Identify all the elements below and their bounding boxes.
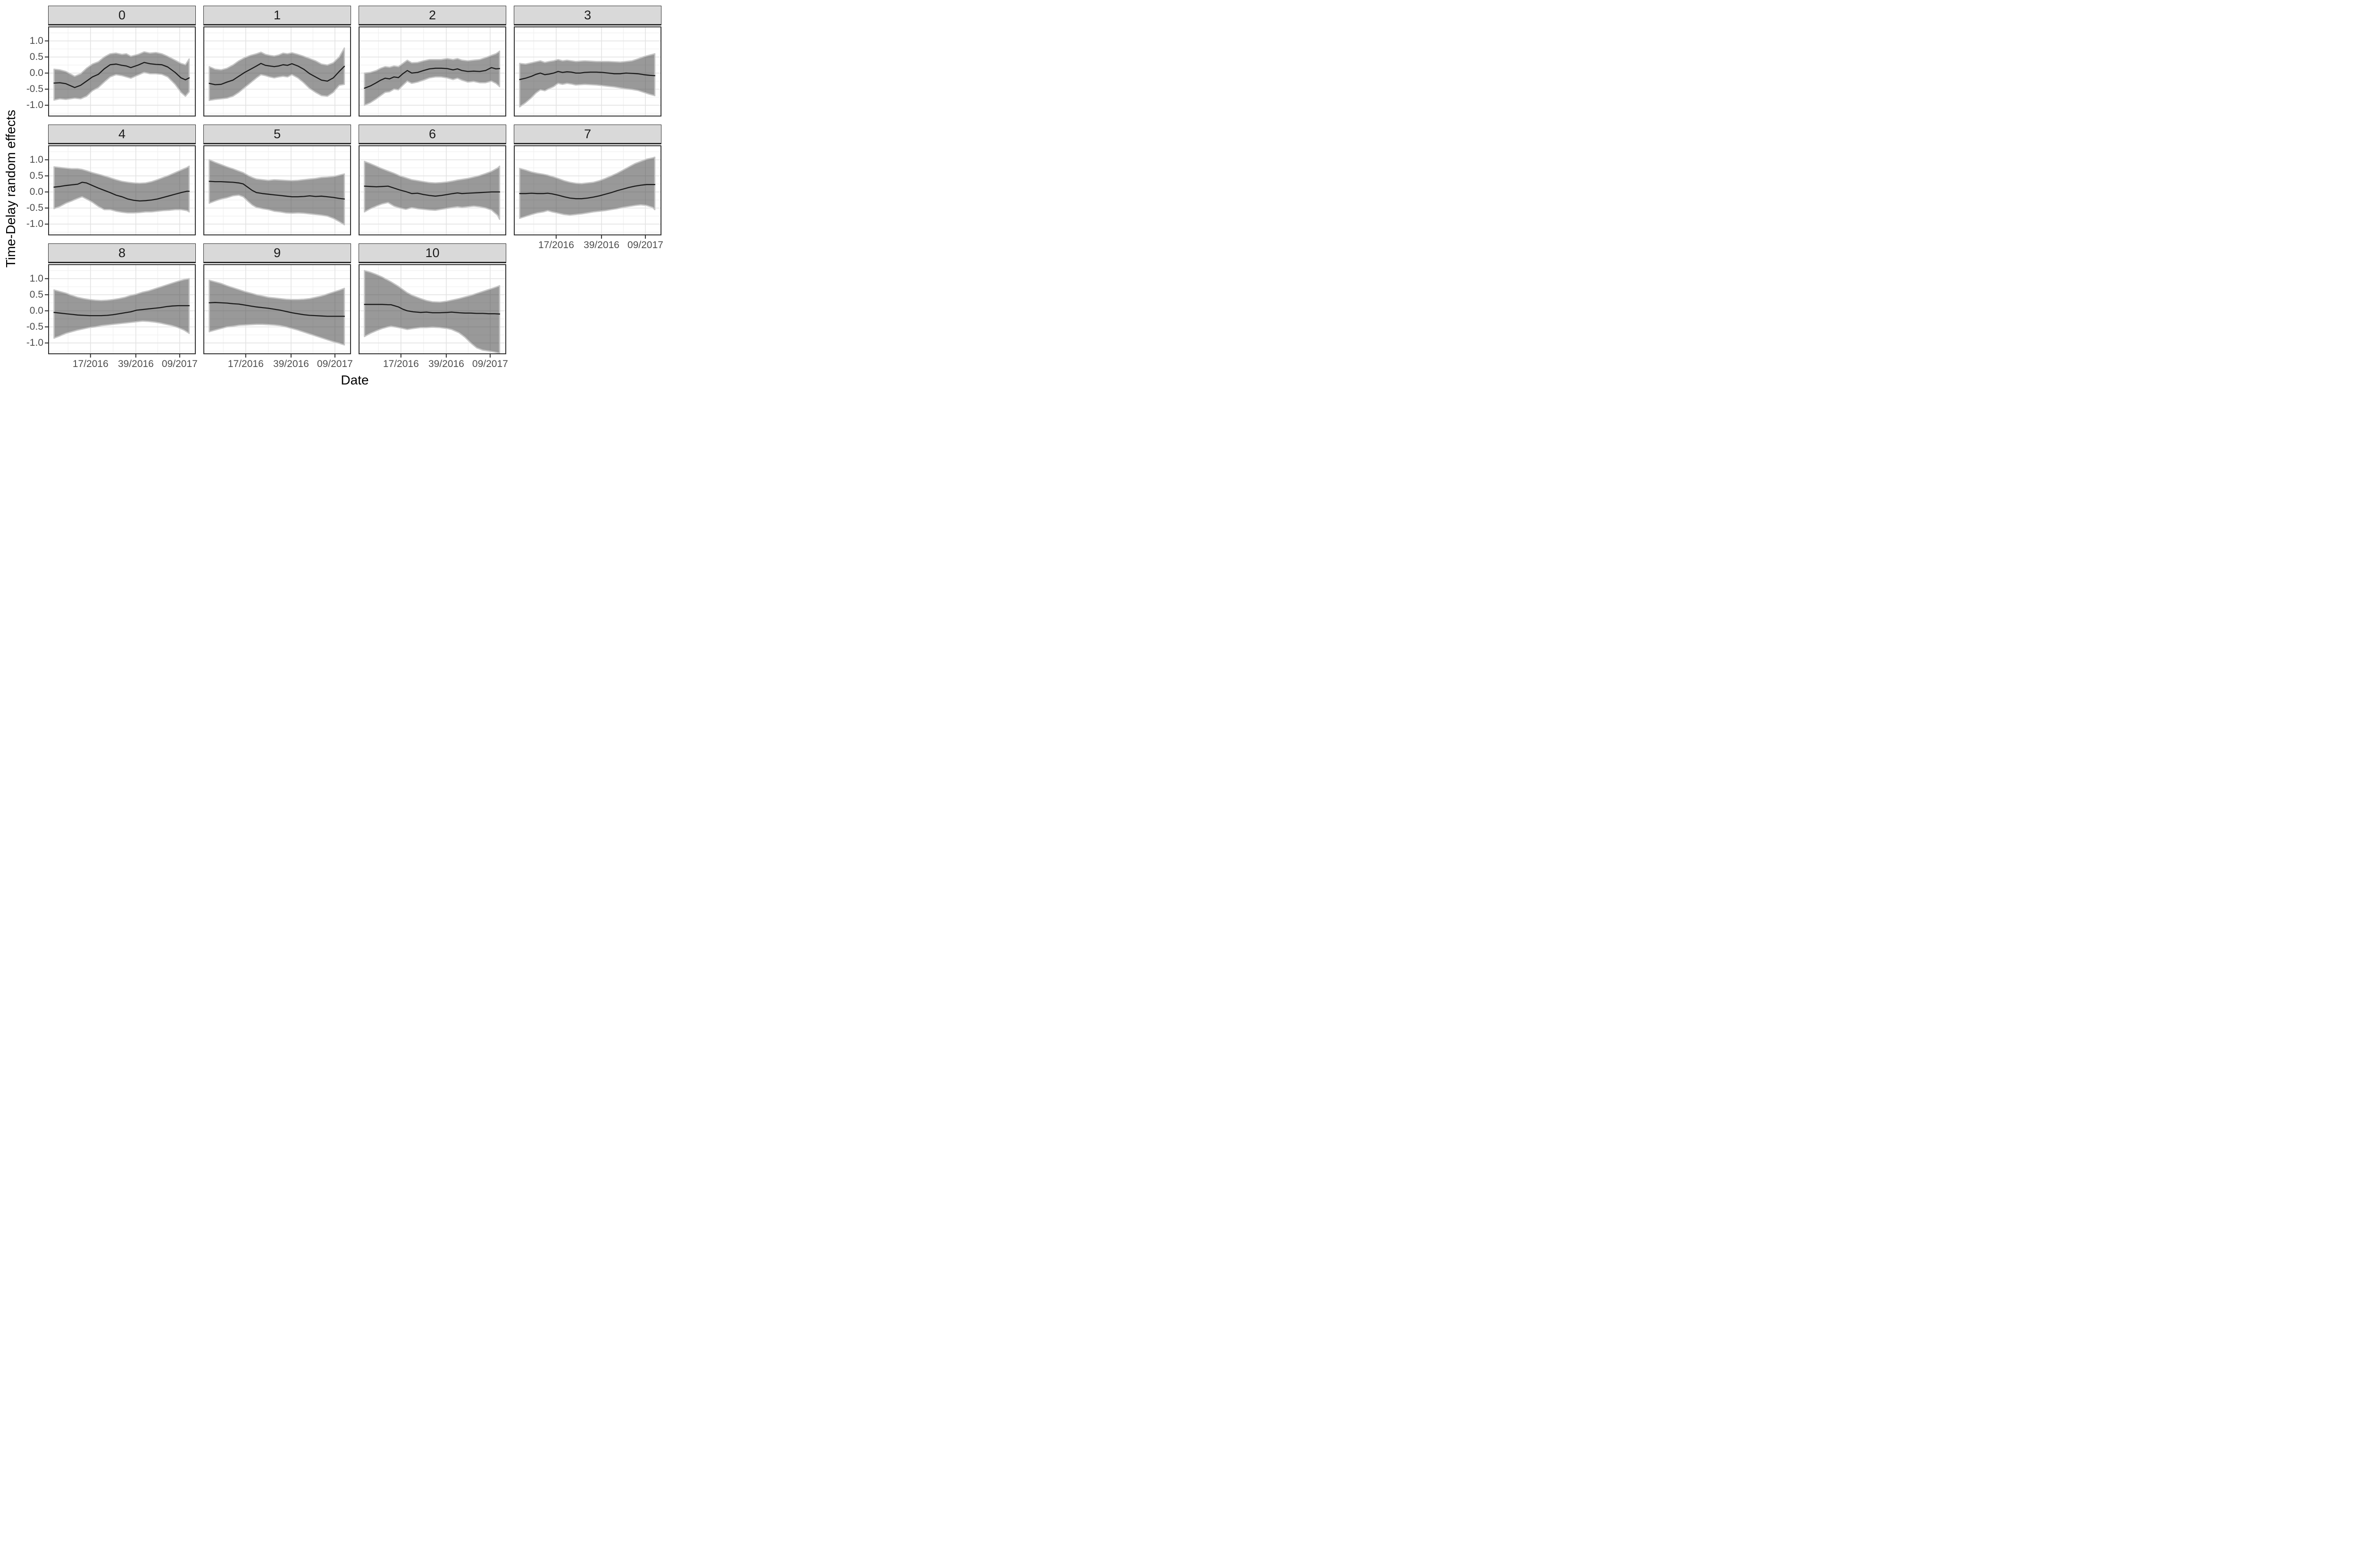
facet-strip-label: 9: [273, 245, 281, 260]
x-tick-label: 17/2016: [383, 359, 419, 369]
facet-panel-5: [203, 145, 351, 235]
facet-strip-8: 8: [48, 243, 196, 263]
confidence-ribbon: [209, 279, 345, 346]
panel-border: [359, 26, 506, 117]
facet-strip-5: 5: [203, 125, 351, 144]
effect-line: [519, 71, 656, 80]
x-tick-label: 39/2016: [583, 240, 619, 250]
x-tick-label: 17/2016: [72, 359, 109, 369]
effect-line: [364, 67, 501, 89]
facet-panel-2: [359, 26, 506, 117]
facet-strip-6: 6: [359, 125, 506, 144]
y-tick-label: 0.5: [29, 289, 43, 300]
facet-strip-label: 1: [273, 8, 281, 22]
y-tick-label: -1.0: [26, 218, 43, 230]
facet-strip-10: 10: [359, 243, 506, 263]
y-tick-label: 1.0: [29, 154, 43, 165]
y-tick-label: 0.5: [29, 51, 43, 62]
y-tick-label: -0.5: [26, 83, 43, 95]
y-tick-label: 0.5: [29, 170, 43, 181]
x-tick-label: 39/2016: [428, 359, 464, 369]
facet-strip-7: 7: [514, 125, 661, 144]
effect-line: [209, 181, 345, 200]
facet-strip-label: 6: [428, 126, 436, 141]
y-tick-label: 1.0: [29, 35, 43, 46]
facet-panel-0: [45, 26, 196, 117]
effect-line: [53, 305, 190, 317]
x-tick-label: 17/2016: [227, 359, 264, 369]
facet-panel-7: [514, 145, 661, 239]
confidence-ribbon: [53, 51, 190, 101]
facet-strip-2: 2: [359, 6, 506, 25]
x-tick-label: 17/2016: [538, 240, 574, 250]
x-tick-label: 09/2017: [317, 359, 353, 369]
effect-line: [209, 63, 345, 85]
y-tick-label: 0.0: [29, 67, 43, 78]
facet-strip-3: 3: [514, 6, 661, 25]
confidence-ribbon: [364, 270, 501, 354]
panel-border: [203, 26, 351, 117]
panel-border: [203, 264, 351, 354]
y-tick-label: -1.0: [26, 100, 43, 111]
panel-border: [48, 264, 196, 354]
confidence-ribbon: [364, 160, 501, 220]
y-tick-label: 1.0: [29, 273, 43, 284]
panel-border: [48, 145, 196, 235]
facet-strip-label: 10: [425, 245, 440, 260]
y-tick-label: -0.5: [26, 321, 43, 333]
x-tick-label: 09/2017: [161, 359, 198, 369]
facet-strip-label: 4: [118, 126, 126, 141]
panel-border: [514, 26, 661, 117]
facet-strip-label: 5: [273, 126, 281, 141]
effect-line: [53, 182, 190, 202]
confidence-ribbon: [53, 278, 190, 339]
confidence-ribbon: [519, 53, 656, 108]
panel-border: [514, 145, 661, 235]
facet-panel-9: [203, 264, 351, 358]
confidence-ribbon: [53, 165, 190, 214]
confidence-ribbon: [364, 50, 501, 106]
panel-border: [359, 264, 506, 354]
facet-strip-9: 9: [203, 243, 351, 263]
facet-strip-label: 2: [428, 8, 436, 22]
facet-strip-1: 1: [203, 6, 351, 25]
facet-panel-1: [203, 26, 351, 117]
x-tick-label: 09/2017: [627, 240, 663, 250]
facet-strip-label: 7: [584, 126, 592, 141]
confidence-ribbon: [519, 156, 656, 219]
y-tick-label: 0.0: [29, 305, 43, 316]
effect-line: [209, 302, 345, 317]
panel-border: [359, 145, 506, 235]
y-tick-label: -0.5: [26, 202, 43, 214]
facet-panel-8: [45, 264, 196, 358]
facet-strip-label: 0: [118, 8, 126, 22]
y-tick-label: -1.0: [26, 337, 43, 349]
x-tick-label: 39/2016: [273, 359, 309, 369]
facet-strip-label: 3: [584, 8, 592, 22]
confidence-ribbon: [209, 159, 345, 225]
facet-panel-3: [514, 26, 661, 117]
panel-border: [203, 145, 351, 235]
y-tick-label: 0.0: [29, 186, 43, 197]
facet-panel-6: [359, 145, 506, 235]
facet-strip-4: 4: [48, 125, 196, 144]
confidence-ribbon: [209, 47, 345, 101]
facet-strip-label: 8: [118, 245, 126, 260]
facet-panel-10: [359, 264, 506, 358]
x-tick-label: 09/2017: [472, 359, 508, 369]
effect-line: [519, 184, 656, 200]
effect-line: [53, 62, 190, 88]
panel-border: [48, 26, 196, 117]
effect-line: [364, 304, 501, 315]
facet-strip-0: 0: [48, 6, 196, 25]
x-axis-title: Date: [341, 373, 369, 387]
x-tick-label: 39/2016: [117, 359, 154, 369]
effect-line: [364, 185, 501, 197]
facet-panel-4: [45, 145, 196, 235]
